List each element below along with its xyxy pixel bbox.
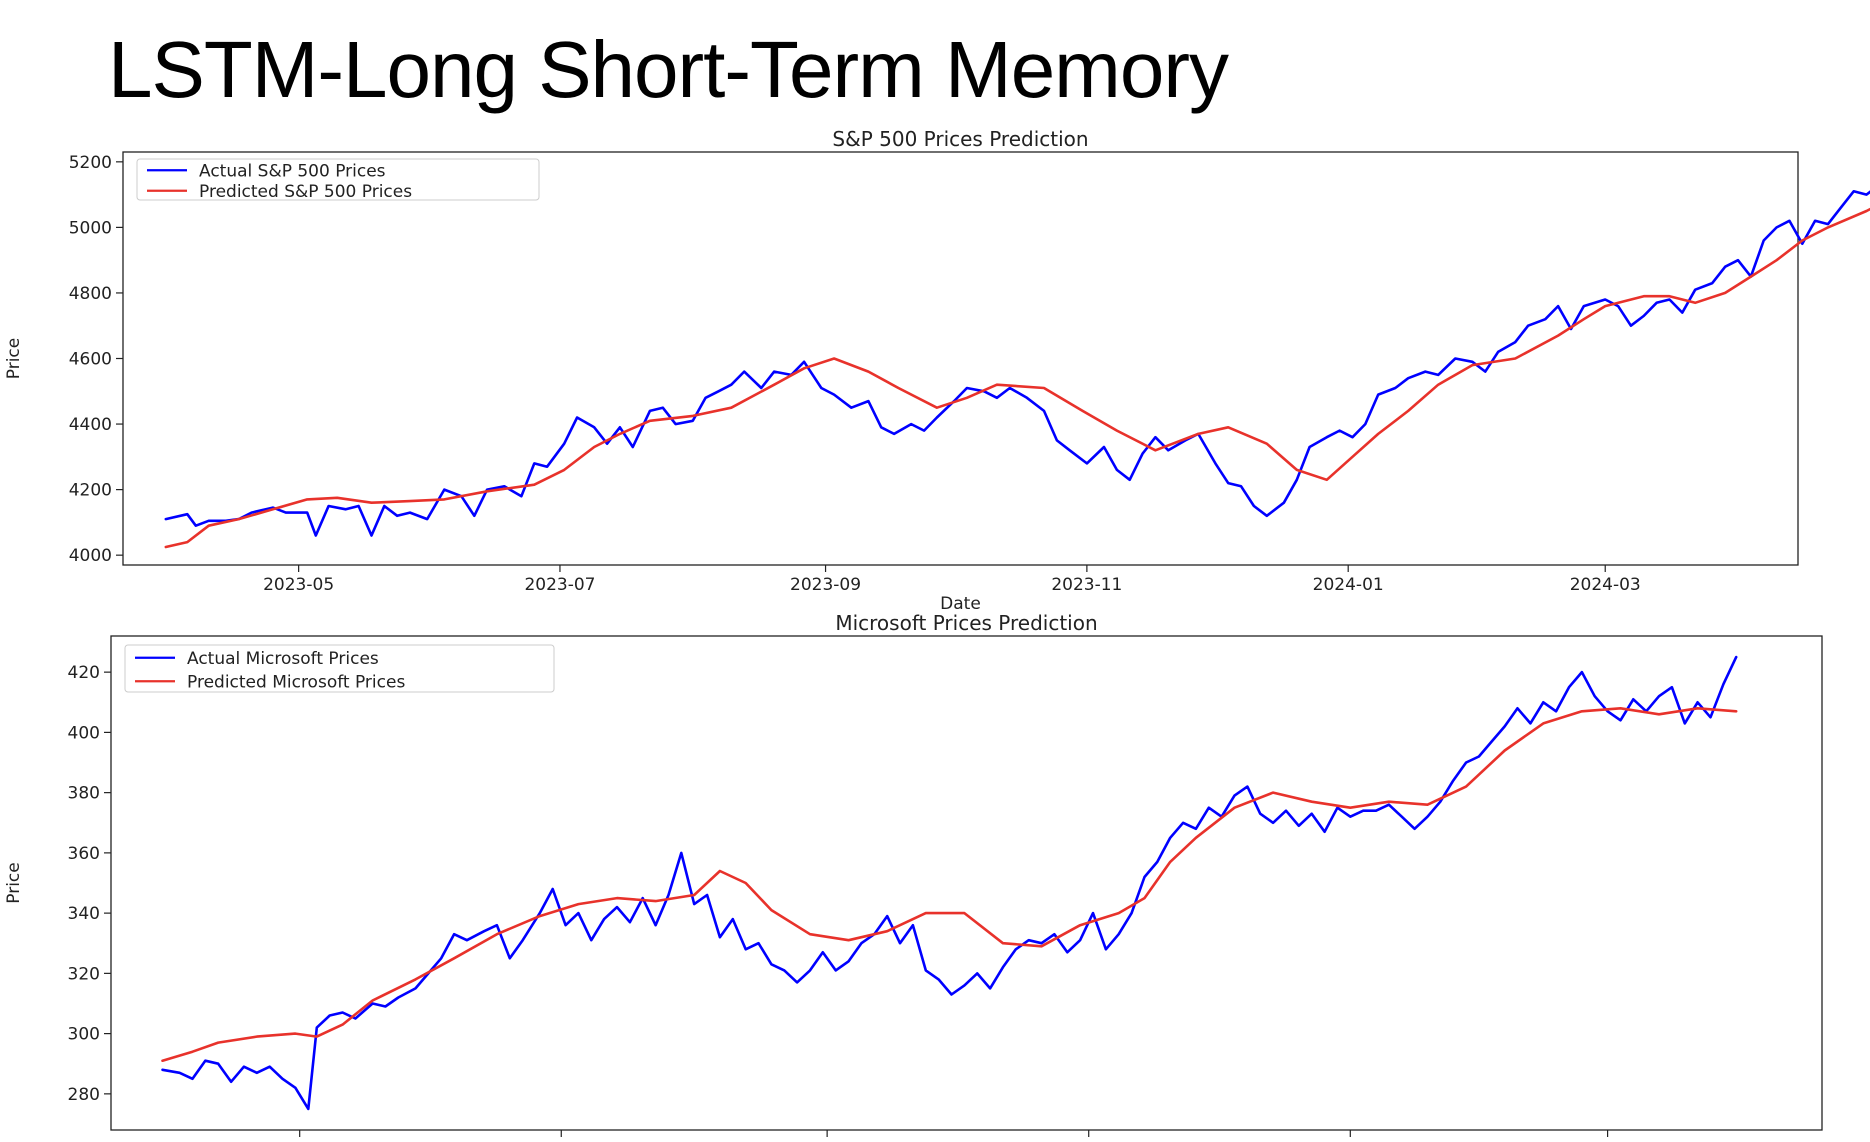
x-axis-label: Date	[940, 594, 981, 614]
legend-box	[136, 158, 540, 201]
x-tick-label: 2023-09	[790, 575, 861, 595]
chart-1: S&P 500 Prices Prediction 4000 4200 4400 460…	[4, 127, 1870, 614]
y-tick-label: 4000	[69, 546, 112, 566]
y-tick-label: 4200	[69, 481, 112, 501]
chart-2: Microsoft Prices Prediction 280 300 320 340 3…	[4, 611, 1823, 1137]
legend-label: Actual S&P 500 Prices	[199, 161, 386, 181]
y-tick-label: 360	[68, 844, 100, 864]
y-tick-label: 380	[68, 784, 100, 804]
x-tick-label: 2024-01	[1313, 575, 1384, 595]
y-tick-label: 5200	[69, 153, 112, 173]
legend-label: Predicted S&P 500 Prices	[199, 182, 412, 202]
x-tick-label: 2023-07	[524, 575, 595, 595]
y-tick-label: 5000	[69, 218, 112, 238]
y-tick-label: 400	[68, 723, 100, 743]
y-tick-label: 340	[68, 904, 100, 924]
x-tick-label: 2023-05	[263, 575, 334, 595]
legend-label: Predicted Microsoft Prices	[187, 672, 405, 692]
y-tick-label: 4400	[69, 415, 112, 435]
y-axis-label: Price	[4, 338, 24, 379]
y-tick-label: 4800	[69, 284, 112, 304]
series-line-actual	[164, 190, 1870, 537]
y-axis-label: Price	[4, 862, 24, 903]
slide-title: LSTM-Long Short-Term Memory	[108, 25, 1229, 114]
y-tick-label: 420	[68, 663, 100, 683]
series-line-predicted	[164, 207, 1870, 549]
plot-frame	[110, 635, 1823, 1131]
chart-title: S&P 500 Prices Prediction	[832, 127, 1088, 151]
legend: Actual Microsoft Prices Predicted Microso…	[124, 644, 555, 693]
x-tick-label: 2023-11	[1051, 575, 1122, 595]
y-tick-label: 300	[68, 1025, 100, 1045]
y-tick-label: 280	[68, 1085, 100, 1105]
y-tick-label: 4600	[69, 350, 112, 370]
x-tick-label: 2024-03	[1570, 575, 1641, 595]
chart-title: Microsoft Prices Prediction	[835, 611, 1097, 635]
legend-label: Actual Microsoft Prices	[187, 649, 379, 669]
series-line-actual	[161, 655, 1738, 1111]
series-line-predicted	[161, 706, 1738, 1062]
legend-box	[124, 644, 555, 693]
y-tick-label: 320	[68, 964, 100, 984]
